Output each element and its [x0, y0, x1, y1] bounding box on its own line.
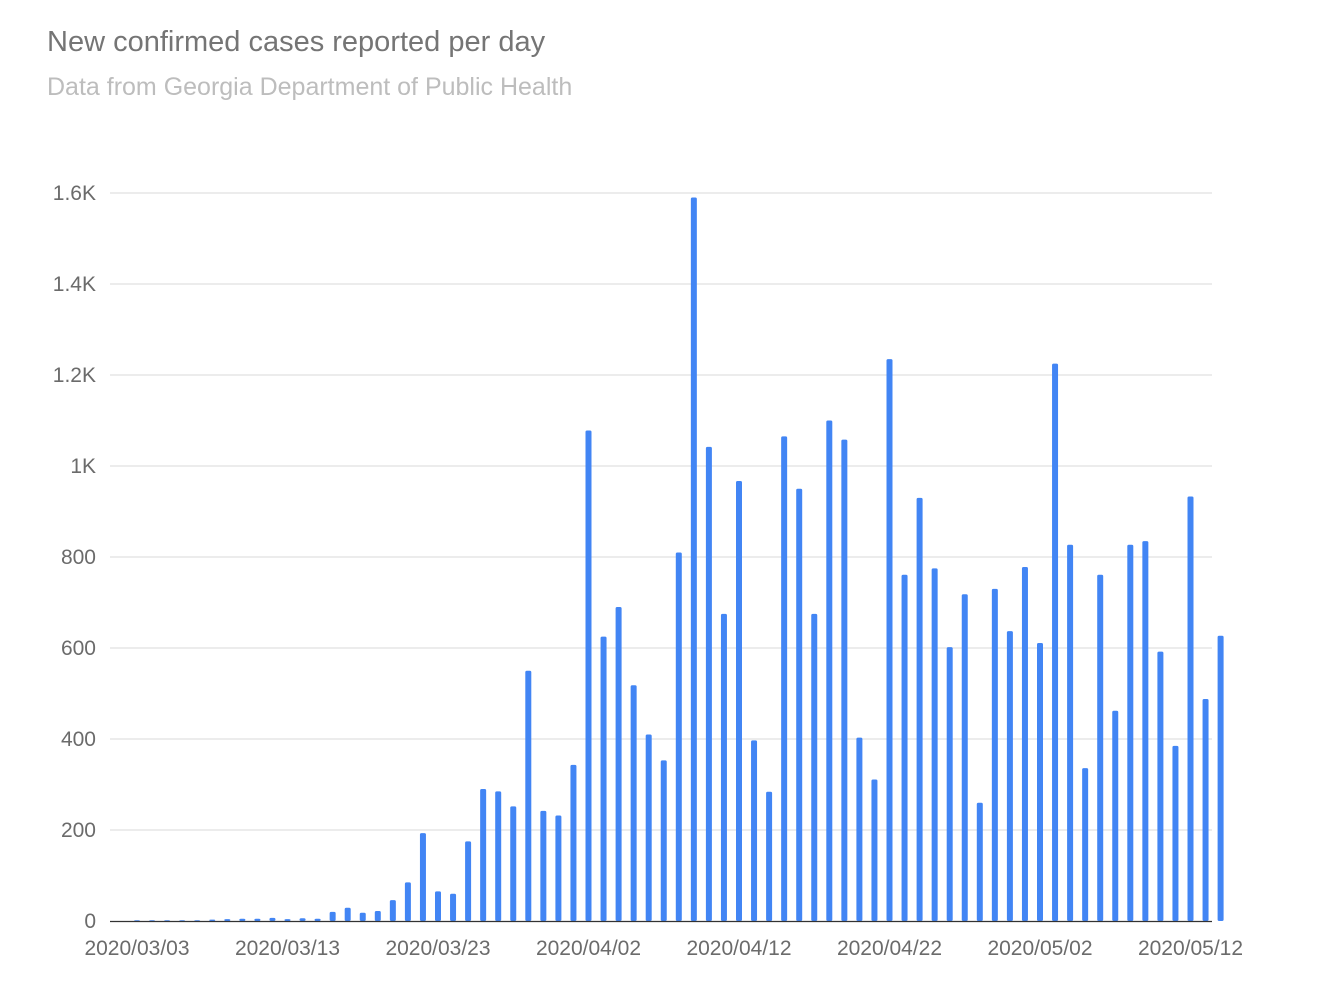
x-axis-tick-labels: 2020/03/03 2020/03/13 2020/03/23 2020/04/02… [84, 937, 1243, 960]
bar[interactable] [1052, 363, 1059, 922]
bar[interactable] [1187, 496, 1194, 921]
bar[interactable] [224, 919, 231, 921]
bar[interactable] [359, 912, 366, 921]
bar[interactable] [1157, 651, 1164, 921]
bar[interactable] [239, 918, 246, 921]
x-tick-label: 2020/03/13 [235, 937, 340, 960]
bar[interactable] [766, 791, 773, 921]
bar[interactable] [299, 918, 306, 921]
bar[interactable] [1037, 643, 1043, 921]
bar[interactable] [540, 810, 547, 921]
bar-series [134, 197, 1224, 922]
bar[interactable] [1202, 698, 1209, 921]
bar[interactable] [871, 779, 878, 922]
y-tick-label: 400 [61, 728, 96, 751]
y-tick-label: 0 [84, 910, 96, 933]
bar[interactable] [1217, 635, 1224, 921]
bar[interactable] [480, 789, 487, 921]
bar[interactable] [736, 481, 742, 921]
bar[interactable] [720, 613, 727, 922]
bar[interactable] [1082, 768, 1089, 921]
bar[interactable] [645, 734, 652, 921]
bar[interactable] [1112, 710, 1119, 921]
y-tick-label: 200 [61, 819, 96, 842]
bar[interactable] [886, 359, 893, 922]
y-tick-label: 1.4K [53, 273, 96, 296]
y-tick-label: 1.2K [53, 364, 96, 387]
bar[interactable] [134, 920, 140, 921]
bar[interactable] [585, 430, 592, 921]
bar[interactable] [781, 436, 788, 921]
bar[interactable] [435, 891, 441, 921]
x-tick-label: 2020/03/23 [385, 937, 490, 960]
x-tick-label: 2020/04/22 [837, 937, 942, 960]
bar[interactable] [314, 918, 321, 921]
bar[interactable] [419, 833, 426, 921]
y-tick-label: 800 [61, 546, 96, 569]
bar[interactable] [630, 685, 637, 921]
bar[interactable] [826, 420, 833, 922]
bar[interactable] [194, 920, 201, 921]
bar[interactable] [149, 920, 156, 921]
bar[interactable] [465, 841, 472, 922]
y-tick-label: 1K [70, 455, 96, 478]
bar[interactable] [660, 760, 667, 921]
bar[interactable] [1172, 745, 1179, 921]
x-tick-label: 2020/04/12 [686, 937, 791, 960]
y-axis-tick-labels: 0 200 400 600 800 1K 1.2K 1.4K 1.6K [53, 182, 96, 933]
bar[interactable] [1127, 544, 1134, 921]
bar[interactable] [344, 907, 351, 921]
bar[interactable] [525, 670, 532, 921]
bar[interactable] [1021, 567, 1028, 921]
bar[interactable] [751, 740, 758, 921]
bar[interactable] [284, 919, 291, 921]
bar[interactable] [841, 439, 848, 921]
bar[interactable] [615, 607, 622, 921]
bar[interactable] [254, 918, 261, 921]
bar[interactable] [705, 446, 712, 921]
x-tick-label: 2020/05/02 [987, 937, 1092, 960]
bar[interactable] [495, 791, 502, 921]
bar[interactable] [675, 552, 682, 921]
bar[interactable] [269, 917, 276, 921]
bar[interactable] [329, 911, 336, 921]
bar[interactable] [1142, 541, 1149, 921]
x-tick-label: 2020/04/02 [536, 937, 641, 960]
bar[interactable] [690, 197, 697, 922]
bar[interactable] [916, 497, 923, 921]
bar[interactable] [179, 920, 186, 921]
bar[interactable] [374, 910, 381, 921]
bar[interactable] [389, 900, 396, 921]
bar[interactable] [164, 920, 171, 921]
x-tick-label: 2020/05/12 [1138, 937, 1243, 960]
bar[interactable] [450, 893, 457, 921]
chart-title: New confirmed cases reported per day [47, 26, 546, 58]
bar[interactable] [901, 574, 908, 921]
bar[interactable] [796, 488, 803, 921]
bar[interactable] [570, 764, 577, 921]
bar[interactable] [931, 568, 938, 922]
bar[interactable] [961, 594, 968, 921]
bar[interactable] [856, 737, 863, 921]
bar[interactable] [404, 882, 411, 921]
bar[interactable] [1097, 574, 1104, 921]
bar[interactable] [510, 806, 517, 921]
chart-subtitle: Data from Georgia Department of Public H… [47, 73, 573, 101]
bar[interactable] [555, 815, 562, 921]
bar[interactable] [976, 802, 983, 921]
bar[interactable] [1067, 544, 1074, 921]
x-tick-label: 2020/03/03 [84, 937, 189, 960]
bar[interactable] [209, 919, 216, 921]
bar[interactable] [600, 636, 607, 922]
y-tick-label: 600 [61, 637, 96, 660]
y-tick-label: 1.6K [53, 182, 96, 205]
bar[interactable] [946, 647, 953, 921]
gridlines [110, 192, 1212, 831]
bar[interactable] [811, 613, 818, 922]
bar[interactable] [1006, 631, 1013, 921]
bar[interactable] [991, 588, 998, 921]
